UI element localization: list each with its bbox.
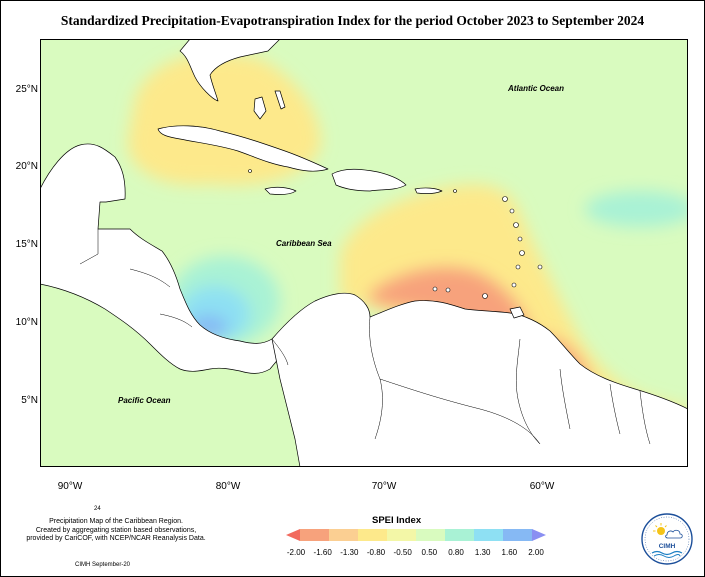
legend-tick-label: -0.80 — [366, 548, 386, 557]
legend-tick-label: 0.50 — [421, 548, 438, 557]
map-caption: Precipitation Map of the Caribbean Regio… — [26, 518, 206, 544]
legend-tick-label: -2.00 — [286, 548, 306, 557]
page-number: 24 — [94, 506, 101, 512]
label-caribbean-sea: Caribbean Sea — [276, 239, 332, 248]
legend-color-swatch — [300, 529, 330, 541]
land-bahamas-andros — [253, 96, 267, 120]
land-puerto-rico — [414, 187, 443, 194]
sun-icon — [653, 523, 667, 535]
legend-title: SPEI Index — [372, 515, 422, 526]
credit-line: CIMH September-20 — [75, 562, 131, 568]
map-title: Standardized Precipitation-Evapotranspir… — [60, 13, 645, 28]
lat-label-15n: 15°N — [15, 239, 38, 250]
land-bahamas-eleuthera — [274, 90, 286, 110]
legend-color-swatch — [358, 529, 388, 541]
legend-tick-label: -0.50 — [393, 548, 412, 557]
border-panama-colombia — [271, 338, 289, 366]
border-colombia-venezuela — [369, 316, 383, 440]
lat-label-5n: 5°N — [21, 395, 38, 406]
legend-tick-label: -1.30 — [340, 548, 359, 557]
lon-label-90w: 90°W — [57, 481, 83, 492]
legend-tick-label: 1.60 — [501, 548, 518, 557]
border-guiana-brazil — [639, 390, 651, 445]
lon-label-80w: 80°W — [215, 481, 241, 492]
legend-color-swatch — [503, 529, 533, 541]
island-lesser-antilles — [517, 236, 523, 242]
legend-color-swatch — [416, 529, 446, 541]
legend-tick-label: 2.00 — [528, 548, 544, 557]
label-pacific-ocean: Pacific Ocean — [118, 396, 171, 405]
land-south-america — [271, 292, 688, 467]
lon-label-70w: 70°W — [371, 481, 397, 492]
label-atlantic-ocean: Atlantic Ocean — [508, 84, 565, 93]
legend-color-swatch — [329, 529, 359, 541]
island-grenada — [511, 282, 517, 288]
cloud-icon — [665, 529, 683, 539]
legend-colorbar — [286, 529, 546, 541]
land-central-america — [40, 143, 281, 374]
border-nicaragua-costa-rica — [159, 313, 193, 328]
caption-line: Created by aggregating station based obs… — [35, 526, 197, 534]
logo-name: CIMH — [659, 543, 676, 550]
legend-color-swatch — [474, 529, 504, 541]
border-guyana-suriname — [559, 368, 571, 430]
lat-label-25n: 25°N — [15, 84, 38, 95]
island-virgin-islands — [453, 189, 457, 193]
island-cayman — [248, 169, 252, 173]
island-aruba-curacao — [432, 286, 438, 292]
wave-icon — [651, 550, 683, 556]
island-lesser-antilles — [515, 264, 521, 270]
border-suriname-guiana — [609, 383, 621, 435]
land-trinidad — [509, 306, 525, 319]
map-border — [40, 39, 688, 467]
legend-arrow-high — [532, 529, 546, 541]
island-barbados — [537, 264, 543, 270]
legend-tick-label: 0.80 — [448, 548, 464, 557]
lon-label-60w: 60°W — [529, 481, 555, 492]
island-lesser-antilles — [509, 208, 515, 214]
island-lesser-antilles — [513, 222, 519, 228]
border-venezuela-guyana — [516, 338, 541, 445]
legend-arrow-low — [286, 529, 300, 541]
cimh-logo: CIMH — [641, 513, 693, 565]
legend-tick-labels: -2.00 -1.60 -1.30 -0.80 -0.50 0.50 0.80 1.30 1.6… — [286, 548, 546, 560]
legend-color-swatch — [445, 529, 475, 541]
caption-line: Precipitation Map of the Caribbean Regio… — [49, 518, 183, 525]
caption-line: provided by CariCOF, with NCEP/NCAR Rean… — [26, 535, 206, 542]
land-florida — [179, 39, 281, 102]
spei-map — [40, 39, 688, 467]
wet-zone-atlantic — [585, 191, 688, 227]
land-hispaniola — [331, 168, 407, 192]
lat-label-20n: 20°N — [15, 161, 38, 172]
lat-label-10n: 10°N — [15, 317, 38, 328]
legend-color-swatch — [387, 529, 417, 541]
border-guatemala — [79, 229, 99, 265]
island-margarita — [482, 293, 488, 299]
island-lesser-antilles — [519, 250, 525, 256]
island-aruba-curacao — [445, 287, 451, 293]
legend-tick-label: -1.60 — [313, 548, 332, 557]
land-jamaica — [264, 186, 297, 195]
land-cuba — [157, 125, 329, 172]
island-lesser-antilles — [502, 196, 508, 202]
border-venezuela-brazil — [379, 378, 541, 445]
border-honduras-nicaragua — [129, 268, 171, 288]
legend-tick-label: 1.30 — [474, 548, 491, 557]
